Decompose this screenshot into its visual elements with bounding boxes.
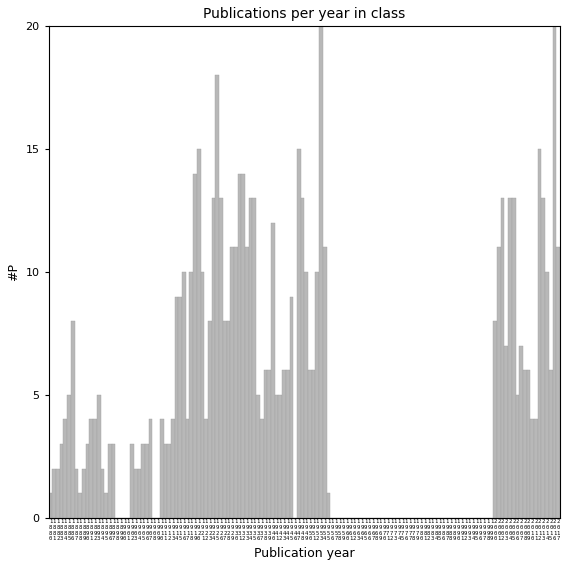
Bar bbox=[519, 346, 523, 518]
Bar bbox=[49, 493, 52, 518]
Bar bbox=[179, 297, 182, 518]
Bar bbox=[64, 420, 67, 518]
Bar bbox=[323, 247, 327, 518]
Bar bbox=[160, 420, 163, 518]
Bar bbox=[175, 297, 179, 518]
Bar bbox=[301, 198, 304, 518]
Bar bbox=[197, 149, 201, 518]
Bar bbox=[219, 198, 223, 518]
X-axis label: Publication year: Publication year bbox=[254, 547, 354, 560]
Bar bbox=[508, 198, 512, 518]
Bar bbox=[104, 493, 108, 518]
Bar bbox=[493, 321, 497, 518]
Y-axis label: #P: #P bbox=[7, 263, 20, 281]
Bar bbox=[163, 444, 167, 518]
Bar bbox=[260, 420, 264, 518]
Bar bbox=[541, 198, 545, 518]
Bar bbox=[271, 223, 274, 518]
Bar bbox=[167, 444, 171, 518]
Bar bbox=[530, 420, 534, 518]
Bar bbox=[134, 468, 138, 518]
Bar bbox=[71, 321, 75, 518]
Bar bbox=[186, 420, 189, 518]
Bar bbox=[189, 272, 193, 518]
Bar bbox=[315, 272, 319, 518]
Bar bbox=[223, 321, 227, 518]
Bar bbox=[90, 420, 93, 518]
Bar bbox=[249, 198, 252, 518]
Bar bbox=[242, 174, 245, 518]
Bar bbox=[211, 198, 215, 518]
Bar bbox=[97, 395, 100, 518]
Bar bbox=[56, 468, 60, 518]
Bar bbox=[67, 395, 71, 518]
Bar bbox=[545, 272, 549, 518]
Bar bbox=[312, 370, 315, 518]
Bar bbox=[501, 198, 505, 518]
Bar bbox=[527, 370, 530, 518]
Bar bbox=[93, 420, 97, 518]
Bar bbox=[227, 321, 230, 518]
Bar bbox=[290, 297, 293, 518]
Bar bbox=[141, 444, 145, 518]
Bar bbox=[215, 75, 219, 518]
Bar bbox=[204, 420, 208, 518]
Bar bbox=[497, 247, 501, 518]
Bar bbox=[267, 370, 271, 518]
Bar bbox=[130, 444, 134, 518]
Bar bbox=[149, 420, 153, 518]
Bar bbox=[230, 247, 234, 518]
Bar bbox=[505, 346, 508, 518]
Bar bbox=[297, 149, 301, 518]
Bar bbox=[327, 493, 330, 518]
Bar bbox=[304, 272, 308, 518]
Bar bbox=[60, 444, 64, 518]
Bar bbox=[145, 444, 149, 518]
Bar bbox=[264, 370, 267, 518]
Bar bbox=[556, 247, 560, 518]
Bar bbox=[171, 420, 175, 518]
Bar bbox=[234, 247, 238, 518]
Title: Publications per year in class: Publications per year in class bbox=[203, 7, 405, 21]
Bar bbox=[238, 174, 242, 518]
Bar bbox=[108, 444, 112, 518]
Bar bbox=[78, 493, 82, 518]
Bar bbox=[182, 272, 186, 518]
Bar bbox=[549, 370, 553, 518]
Bar bbox=[112, 444, 115, 518]
Bar bbox=[252, 198, 256, 518]
Bar bbox=[278, 395, 282, 518]
Bar bbox=[208, 321, 211, 518]
Bar bbox=[52, 468, 56, 518]
Bar bbox=[515, 395, 519, 518]
Bar bbox=[534, 420, 538, 518]
Bar bbox=[82, 468, 86, 518]
Bar bbox=[553, 26, 556, 518]
Bar bbox=[286, 370, 290, 518]
Bar bbox=[75, 468, 78, 518]
Bar bbox=[308, 370, 312, 518]
Bar bbox=[201, 272, 204, 518]
Bar bbox=[100, 468, 104, 518]
Bar bbox=[282, 370, 286, 518]
Bar bbox=[256, 395, 260, 518]
Bar bbox=[245, 247, 249, 518]
Bar bbox=[512, 198, 515, 518]
Bar bbox=[138, 468, 141, 518]
Bar bbox=[319, 26, 323, 518]
Bar bbox=[86, 444, 90, 518]
Bar bbox=[274, 395, 278, 518]
Bar bbox=[538, 149, 541, 518]
Bar bbox=[523, 370, 527, 518]
Bar bbox=[193, 174, 197, 518]
